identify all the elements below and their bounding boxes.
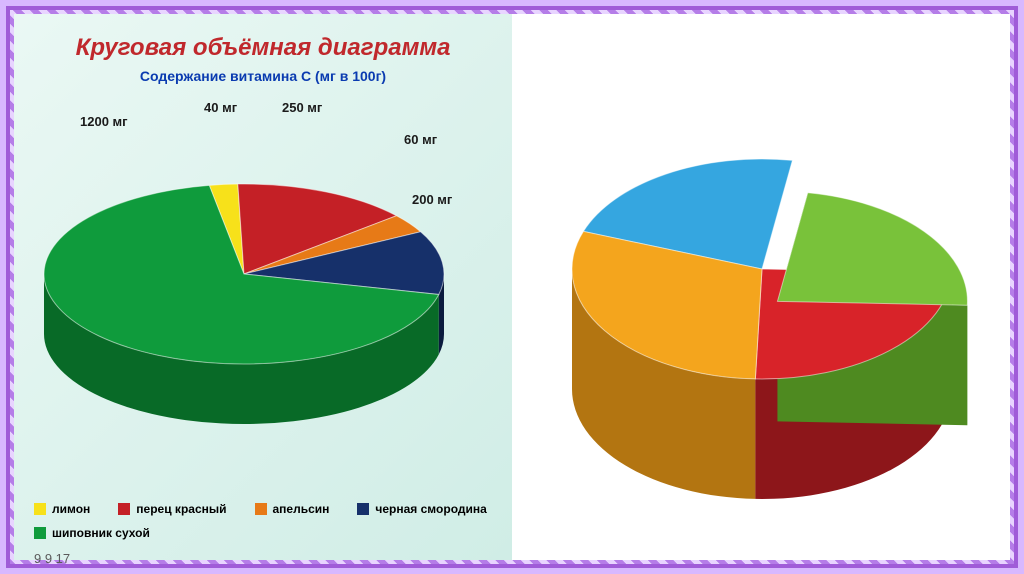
data-label-rosehip_dry: 1200 мг — [80, 114, 128, 129]
date-stamp: 9 9 17 — [34, 551, 70, 566]
legend-swatch — [118, 503, 130, 515]
legend-label: лимон — [52, 502, 90, 516]
legend-item-1: перец красный — [118, 502, 226, 516]
left-chart-panel: Круговая объёмная диаграмма Содержание в… — [14, 14, 512, 560]
legend-item-2: апельсин — [255, 502, 330, 516]
decorative-frame-inner: Круговая объёмная диаграмма Содержание в… — [14, 14, 1010, 560]
legend-label: черная смородина — [375, 502, 486, 516]
legend-label: шиповник сухой — [52, 526, 150, 540]
chart-subtitle: Содержание витамина С (мг в 100г) — [24, 68, 502, 84]
legend-swatch — [255, 503, 267, 515]
data-label-lemon: 40 мг — [204, 100, 237, 115]
legend-swatch — [34, 503, 46, 515]
data-label-pepper_red: 250 мг — [282, 100, 322, 115]
pie-slice-green — [777, 193, 967, 305]
legend-swatch — [357, 503, 369, 515]
decorative-frame-outer: Круговая объёмная диаграмма Содержание в… — [0, 0, 1024, 574]
legend-label: апельсин — [273, 502, 330, 516]
legend: лимон перец красный апельсин черная смороди… — [34, 502, 492, 540]
data-label-orange: 60 мг — [404, 132, 437, 147]
legend-item-0: лимон — [34, 502, 90, 516]
right-chart-panel — [512, 14, 1010, 560]
data-label-blackcurrant: 200 мг — [412, 192, 452, 207]
legend-item-3: черная смородина — [357, 502, 486, 516]
chart-title: Круговая объёмная диаграмма — [24, 34, 502, 62]
legend-item-4: шиповник сухой — [34, 526, 150, 540]
legend-swatch — [34, 527, 46, 539]
legend-label: перец красный — [136, 502, 226, 516]
